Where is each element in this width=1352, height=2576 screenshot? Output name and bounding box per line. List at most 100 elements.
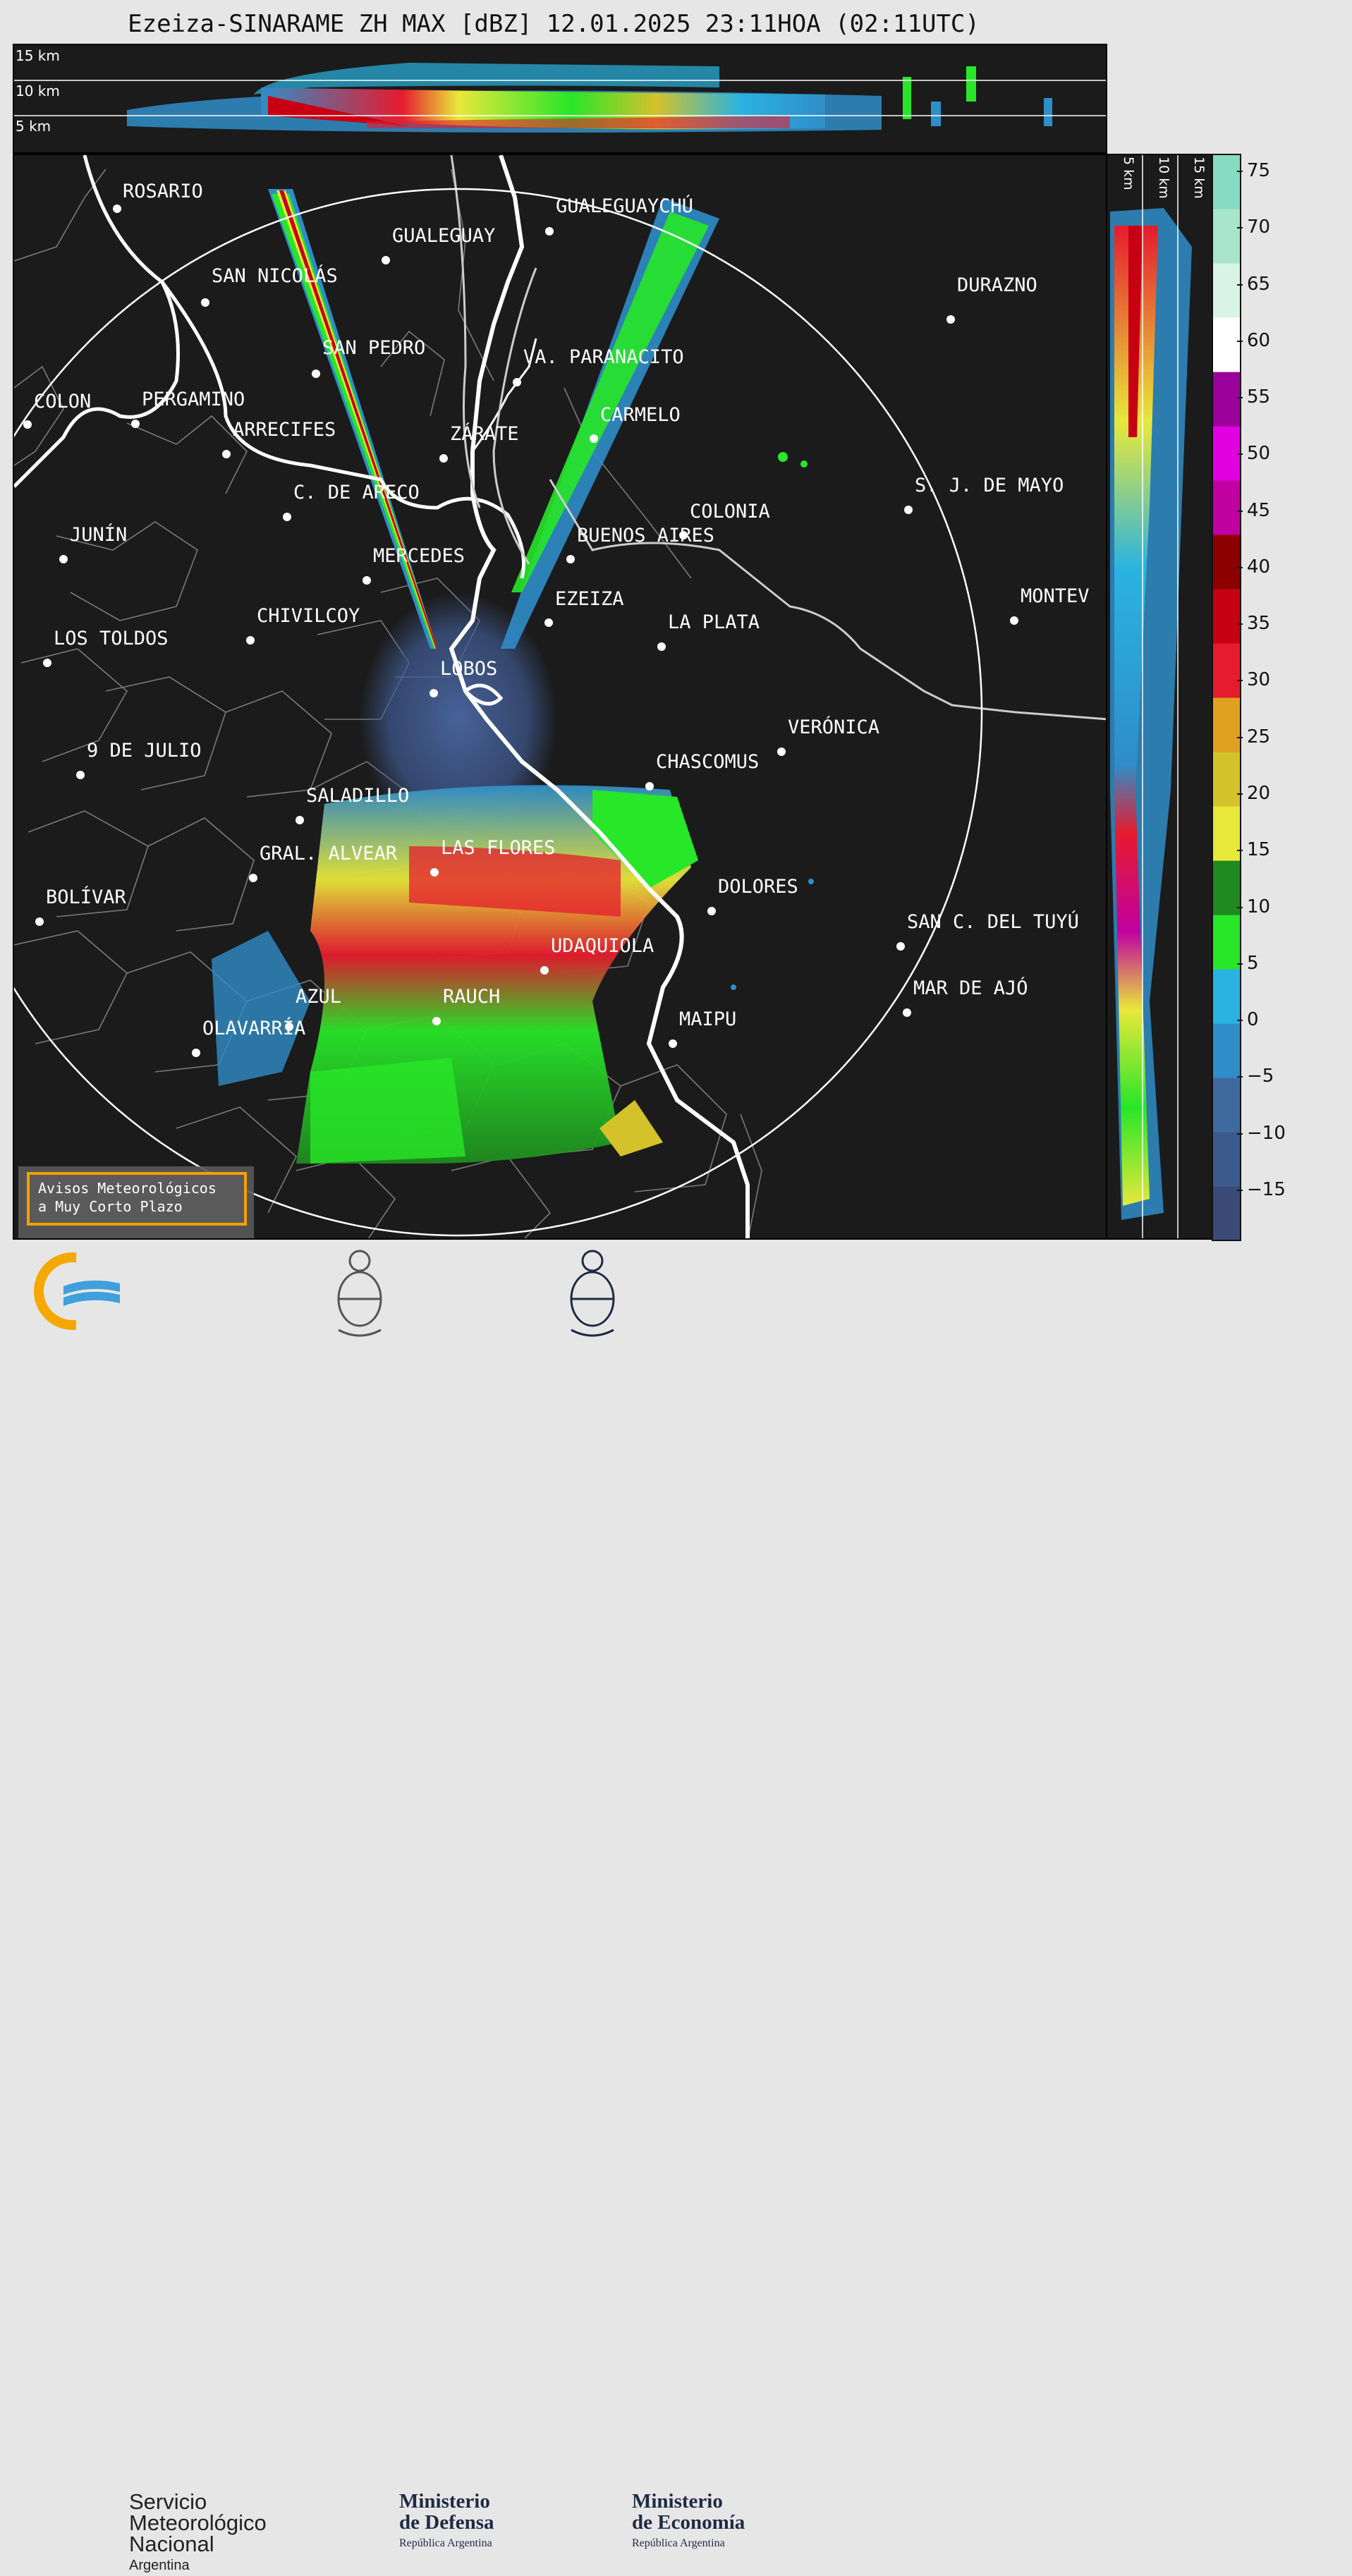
smn-logo-icon: [34, 1252, 126, 1330]
city-va-paranacito: VA. PARANACITO: [513, 346, 684, 386]
city-label: LOBOS: [440, 658, 497, 680]
city-marker: [131, 420, 140, 428]
city-marker: [23, 420, 32, 429]
city-label: MONTEV: [1021, 585, 1090, 607]
colorbar-stripe: [1212, 535, 1241, 590]
city-marker: [896, 942, 905, 951]
city-marker: [707, 907, 716, 915]
city-label: BOLÍVAR: [46, 886, 127, 908]
city-marker: [540, 966, 549, 975]
colorbar-tick-label: 50: [1236, 443, 1271, 464]
figure-title: Ezeiza-SINARAME ZH MAX [dBZ] 12.01.2025 …: [128, 10, 980, 38]
city-marker: [777, 747, 786, 756]
colorbar-stripe: [1212, 317, 1241, 372]
colorbar-tick-label: 70: [1236, 216, 1271, 238]
range-ring: [14, 188, 983, 1237]
city-marker: [645, 782, 654, 790]
argentina-shield-icon-2: [570, 1250, 615, 1337]
colorbar-tick-label: 25: [1236, 726, 1271, 747]
city-marker: [432, 1017, 441, 1025]
colorbar-tick-label: 75: [1236, 160, 1271, 181]
alert-line-1: Avisos Meteorológicos: [38, 1180, 217, 1197]
colorbar-stripe: [1212, 372, 1241, 427]
city-label: BUENOS AIRES: [577, 525, 714, 547]
colorbar-tick-label: 40: [1236, 556, 1271, 578]
city-carmelo: CARMELO: [590, 404, 681, 443]
colorbar-stripe: [1212, 969, 1241, 1024]
city-arrecifes: ARRECIFES: [222, 419, 336, 458]
colorbar-tick-label: 20: [1236, 783, 1271, 804]
city-san-nicol-s: SAN NICOLÁS: [201, 264, 338, 307]
colorbar-tick-label: 60: [1236, 330, 1271, 351]
city-las-flores: LAS FLORES: [430, 837, 556, 877]
city-marker: [669, 1039, 677, 1048]
city-marker: [566, 555, 575, 563]
colorbar-tick-label: 35: [1236, 613, 1271, 634]
defensa-logo: Ministerio de Defensa República Argentin…: [399, 2490, 494, 2549]
top-cross-section-plot: 15 km 10 km 5 km: [14, 47, 1106, 135]
colorbar-tick-label: −15: [1237, 1179, 1286, 1200]
colorbar-stripe: [1212, 860, 1241, 915]
city-rauch: RAUCH: [432, 986, 500, 1025]
city-label: RAUCH: [443, 986, 500, 1008]
city-label: CHASCOMUS: [656, 751, 759, 773]
city-ezeiza: EZEIZA: [544, 588, 624, 627]
city-pergamino: PERGAMINO: [131, 389, 245, 428]
city-marker: [246, 636, 255, 645]
city-label: COLON: [34, 391, 91, 413]
city-marker: [430, 689, 438, 697]
alert-box[interactable]: Avisos Meteorológicos a Muy Corto Plazo: [18, 1166, 254, 1240]
city-marker: [363, 576, 371, 585]
footer: Servicio Meteorológico Nacional Argentin…: [0, 1240, 1352, 2573]
city-label: SALADILLO: [306, 785, 409, 807]
city-label: VERÓNICA: [788, 716, 879, 738]
city-label: GUALEGUAY: [392, 225, 495, 247]
city-jun-n: JUNÍN: [59, 523, 127, 563]
city-label: EZEIZA: [555, 588, 624, 610]
colorbar-stripe: [1212, 915, 1241, 970]
colorbar-stripe: [1212, 589, 1241, 644]
colorbar-stripe: [1212, 1078, 1241, 1133]
city-label: VA. PARANACITO: [523, 346, 684, 368]
colorbar-stripe: [1212, 209, 1241, 264]
city-marker: [946, 315, 955, 324]
radar-map-plot: ROSARIO GUALEGUAYCHÚ GUALEGUAY SAN NICOLÁS D…: [14, 155, 1106, 1240]
city-marker: [903, 1008, 911, 1017]
colorbar-tick-label: 10: [1236, 896, 1271, 917]
smn-logo: Servicio Meteorológico Nacional Argentin…: [129, 2489, 267, 2573]
city-label: CHIVILCOY: [257, 605, 360, 627]
city-azul: AZUL: [285, 986, 341, 1031]
top-label-5km: 5 km: [16, 118, 51, 135]
radar-figure: Ezeiza-SINARAME ZH MAX [dBZ] 12.01.2025 …: [0, 10, 1352, 2573]
city-marker: [76, 771, 85, 779]
city-label: C. DE ARECO: [293, 482, 420, 503]
city-ver-nica: VERÓNICA: [777, 716, 879, 756]
city-saladillo: SALADILLO: [296, 785, 409, 824]
city-label: MAIPU: [679, 1008, 736, 1030]
colorbar-tick-label: 45: [1236, 500, 1271, 521]
colorbar-tick-label: 65: [1236, 274, 1271, 295]
city-marker: [513, 378, 521, 386]
city-label: JUNÍN: [70, 523, 127, 546]
city-label: MAR DE AJÓ: [913, 977, 1028, 999]
city-label: OLAVARRÍA: [202, 1017, 305, 1039]
city-gualeguaych-: GUALEGUAYCHÚ: [545, 195, 693, 236]
city-lobos: LOBOS: [430, 658, 497, 697]
city-mar-de-aj-: MAR DE AJÓ: [903, 977, 1028, 1017]
city-label: ARRECIFES: [233, 419, 336, 441]
argentina-shield-icon: [337, 1250, 382, 1337]
city-label: AZUL: [296, 986, 341, 1008]
city-label: UDAQUIOLA: [551, 935, 654, 957]
city-label: LOS TOLDOS: [54, 628, 169, 649]
colorbar-tick-label: 0: [1237, 1009, 1259, 1030]
colorbar-stripe: [1212, 263, 1241, 318]
city-label: DOLORES: [718, 876, 798, 898]
colorbar-tick-label: 5: [1237, 953, 1259, 974]
city-marker: [544, 618, 553, 627]
city-layer: ROSARIO GUALEGUAYCHÚ GUALEGUAY SAN NICOLÁS D…: [23, 181, 1090, 1057]
side-label-10km: 10 km: [1156, 157, 1171, 199]
colorbar-stripe: [1212, 480, 1241, 535]
city-marker: [439, 454, 448, 463]
city-marker: [382, 256, 390, 264]
city-label: COLONIA: [690, 501, 770, 523]
